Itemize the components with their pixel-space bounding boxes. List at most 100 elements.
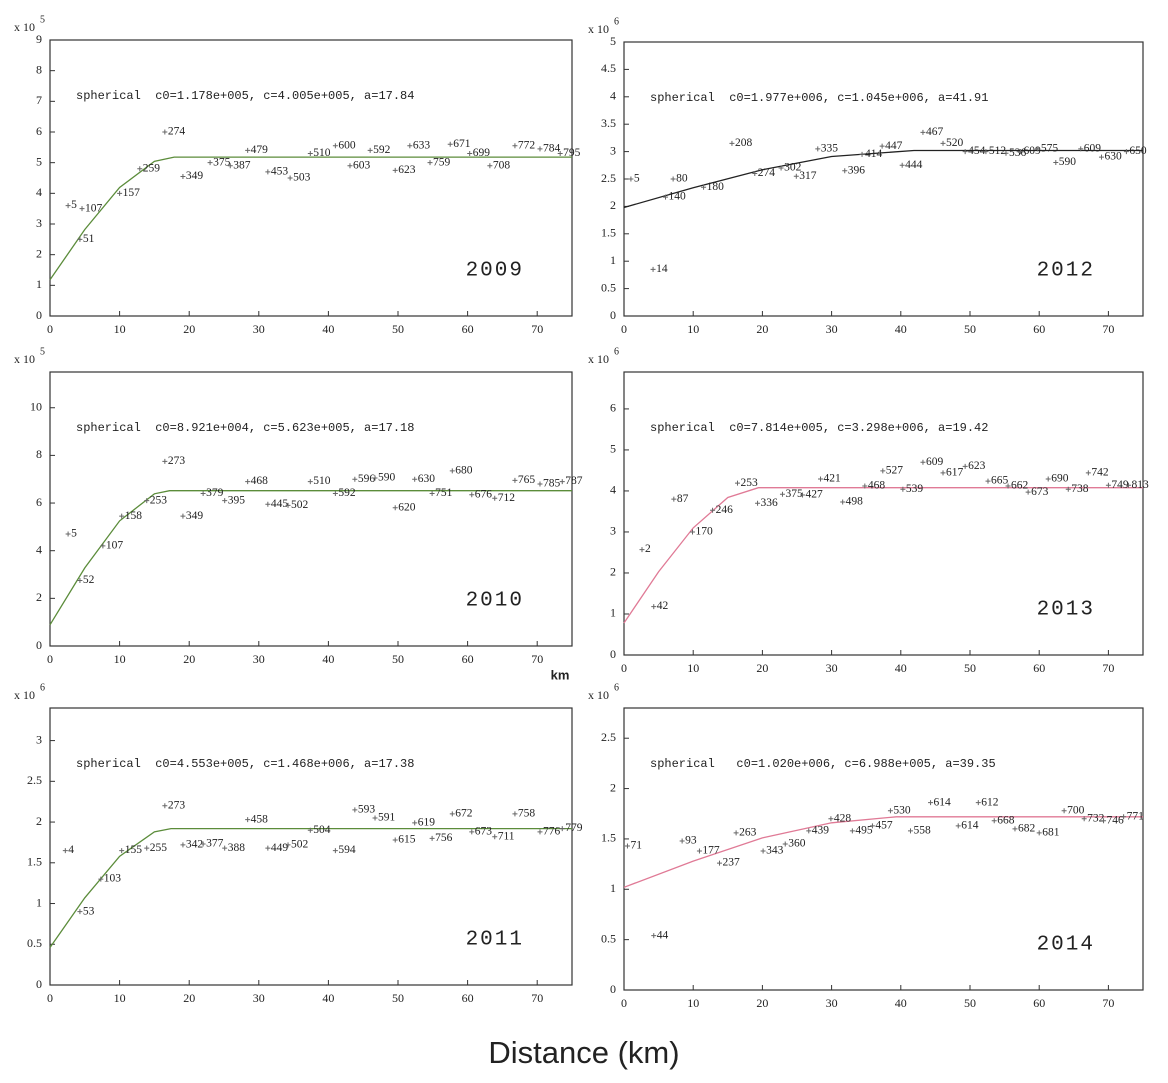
data-point (265, 169, 271, 175)
point-label: 620 (398, 501, 416, 513)
data-point (962, 463, 968, 469)
point-label: 742 (1091, 467, 1109, 479)
y-tick-label: 0 (36, 638, 42, 652)
data-point (117, 190, 123, 196)
point-label: 259 (143, 162, 161, 174)
data-point (1045, 476, 1051, 482)
data-point (469, 829, 475, 835)
y-tick-label: 8 (36, 62, 42, 76)
y-tick-label: 1.5 (601, 831, 616, 845)
data-point (512, 811, 518, 817)
point-label: 457 (875, 819, 893, 831)
y-tick-label: 9 (36, 32, 42, 46)
point-label: 575 (1041, 143, 1059, 155)
point-label: 107 (85, 202, 103, 214)
point-label: 274 (168, 126, 186, 138)
x-tick-label: 0 (47, 652, 53, 666)
year-label: 2013 (1037, 599, 1095, 622)
x-tick-label: 10 (114, 652, 126, 666)
data-point (332, 491, 338, 497)
y-tick-label: 1.5 (601, 226, 616, 240)
x-tick-label: 30 (253, 652, 265, 666)
y-tick-label: 1.5 (27, 855, 42, 869)
point-label: 180 (707, 181, 725, 193)
x-tick-label: 20 (756, 322, 768, 336)
point-label: 751 (435, 487, 453, 499)
point-label: 795 (563, 147, 581, 159)
data-point (1121, 814, 1127, 820)
data-point (449, 811, 455, 817)
x-tick-label: 0 (47, 991, 53, 1005)
data-point (265, 501, 271, 507)
data-point (1098, 154, 1104, 160)
data-point (449, 468, 455, 474)
data-point (65, 203, 71, 209)
point-label: 771 (1127, 810, 1145, 822)
point-label: 42 (657, 600, 669, 612)
data-point (77, 577, 83, 583)
data-point (492, 495, 498, 501)
data-point (800, 492, 806, 498)
x-tick-label: 0 (621, 996, 627, 1010)
data-point (701, 184, 707, 190)
x-tick-label: 70 (1102, 996, 1114, 1010)
y-tick-label: 2.5 (27, 773, 42, 787)
data-point (849, 828, 855, 834)
point-label: 609 (1024, 145, 1042, 157)
x-tick-label: 50 (392, 652, 404, 666)
y-exponent: 6 (614, 682, 619, 693)
y-tick-label: 5 (610, 442, 616, 456)
point-label: 813 (1131, 479, 1149, 491)
y-tick-label: 0.5 (601, 931, 616, 945)
data-point (690, 529, 696, 535)
data-point (733, 830, 739, 836)
data-point (180, 173, 186, 179)
x-tick-label: 40 (322, 652, 334, 666)
data-point (1085, 470, 1091, 476)
point-label: 107 (106, 540, 124, 552)
y-exponent: 6 (40, 682, 45, 693)
data-point (557, 150, 563, 156)
data-point (352, 807, 358, 813)
data-point (407, 143, 413, 149)
x-tick-label: 20 (756, 996, 768, 1010)
x-tick-label: 10 (687, 322, 699, 336)
data-point (1065, 486, 1071, 492)
point-label: 453 (271, 166, 289, 178)
data-point (1003, 150, 1009, 156)
data-point (991, 818, 997, 824)
data-point (760, 848, 766, 854)
point-label: 458 (251, 813, 269, 825)
x-tick-label: 10 (687, 996, 699, 1010)
x-tick-label: 50 (964, 322, 976, 336)
y-multiplier: x 10 (588, 352, 609, 366)
data-point (940, 470, 946, 476)
data-point (372, 475, 378, 481)
point-label: 177 (702, 845, 720, 857)
point-label: 273 (168, 799, 186, 811)
x-tick-label: 60 (462, 991, 474, 1005)
point-label: 682 (1018, 822, 1036, 834)
data-point (828, 816, 834, 822)
x-tick-label: 70 (531, 322, 543, 336)
y-tick-label: 3 (36, 732, 42, 746)
point-label: 502 (291, 499, 309, 511)
point-label: 612 (981, 796, 999, 808)
data-point (806, 828, 812, 834)
x-tick-label: 30 (826, 996, 838, 1010)
x-tick-label: 70 (531, 652, 543, 666)
y-multiplier: x 10 (588, 688, 609, 702)
point-label: 614 (961, 819, 979, 831)
data-point (842, 168, 848, 174)
x-tick-label: 60 (462, 322, 474, 336)
point-label: 467 (926, 126, 944, 138)
data-point (307, 827, 313, 833)
point-label: 428 (834, 812, 852, 824)
point-label: 732 (1087, 812, 1105, 824)
point-label: 253 (740, 477, 758, 489)
point-label: 360 (788, 838, 806, 850)
point-label: 749 (1111, 479, 1129, 491)
data-point (332, 848, 338, 854)
y-tick-label: 2 (610, 198, 616, 212)
